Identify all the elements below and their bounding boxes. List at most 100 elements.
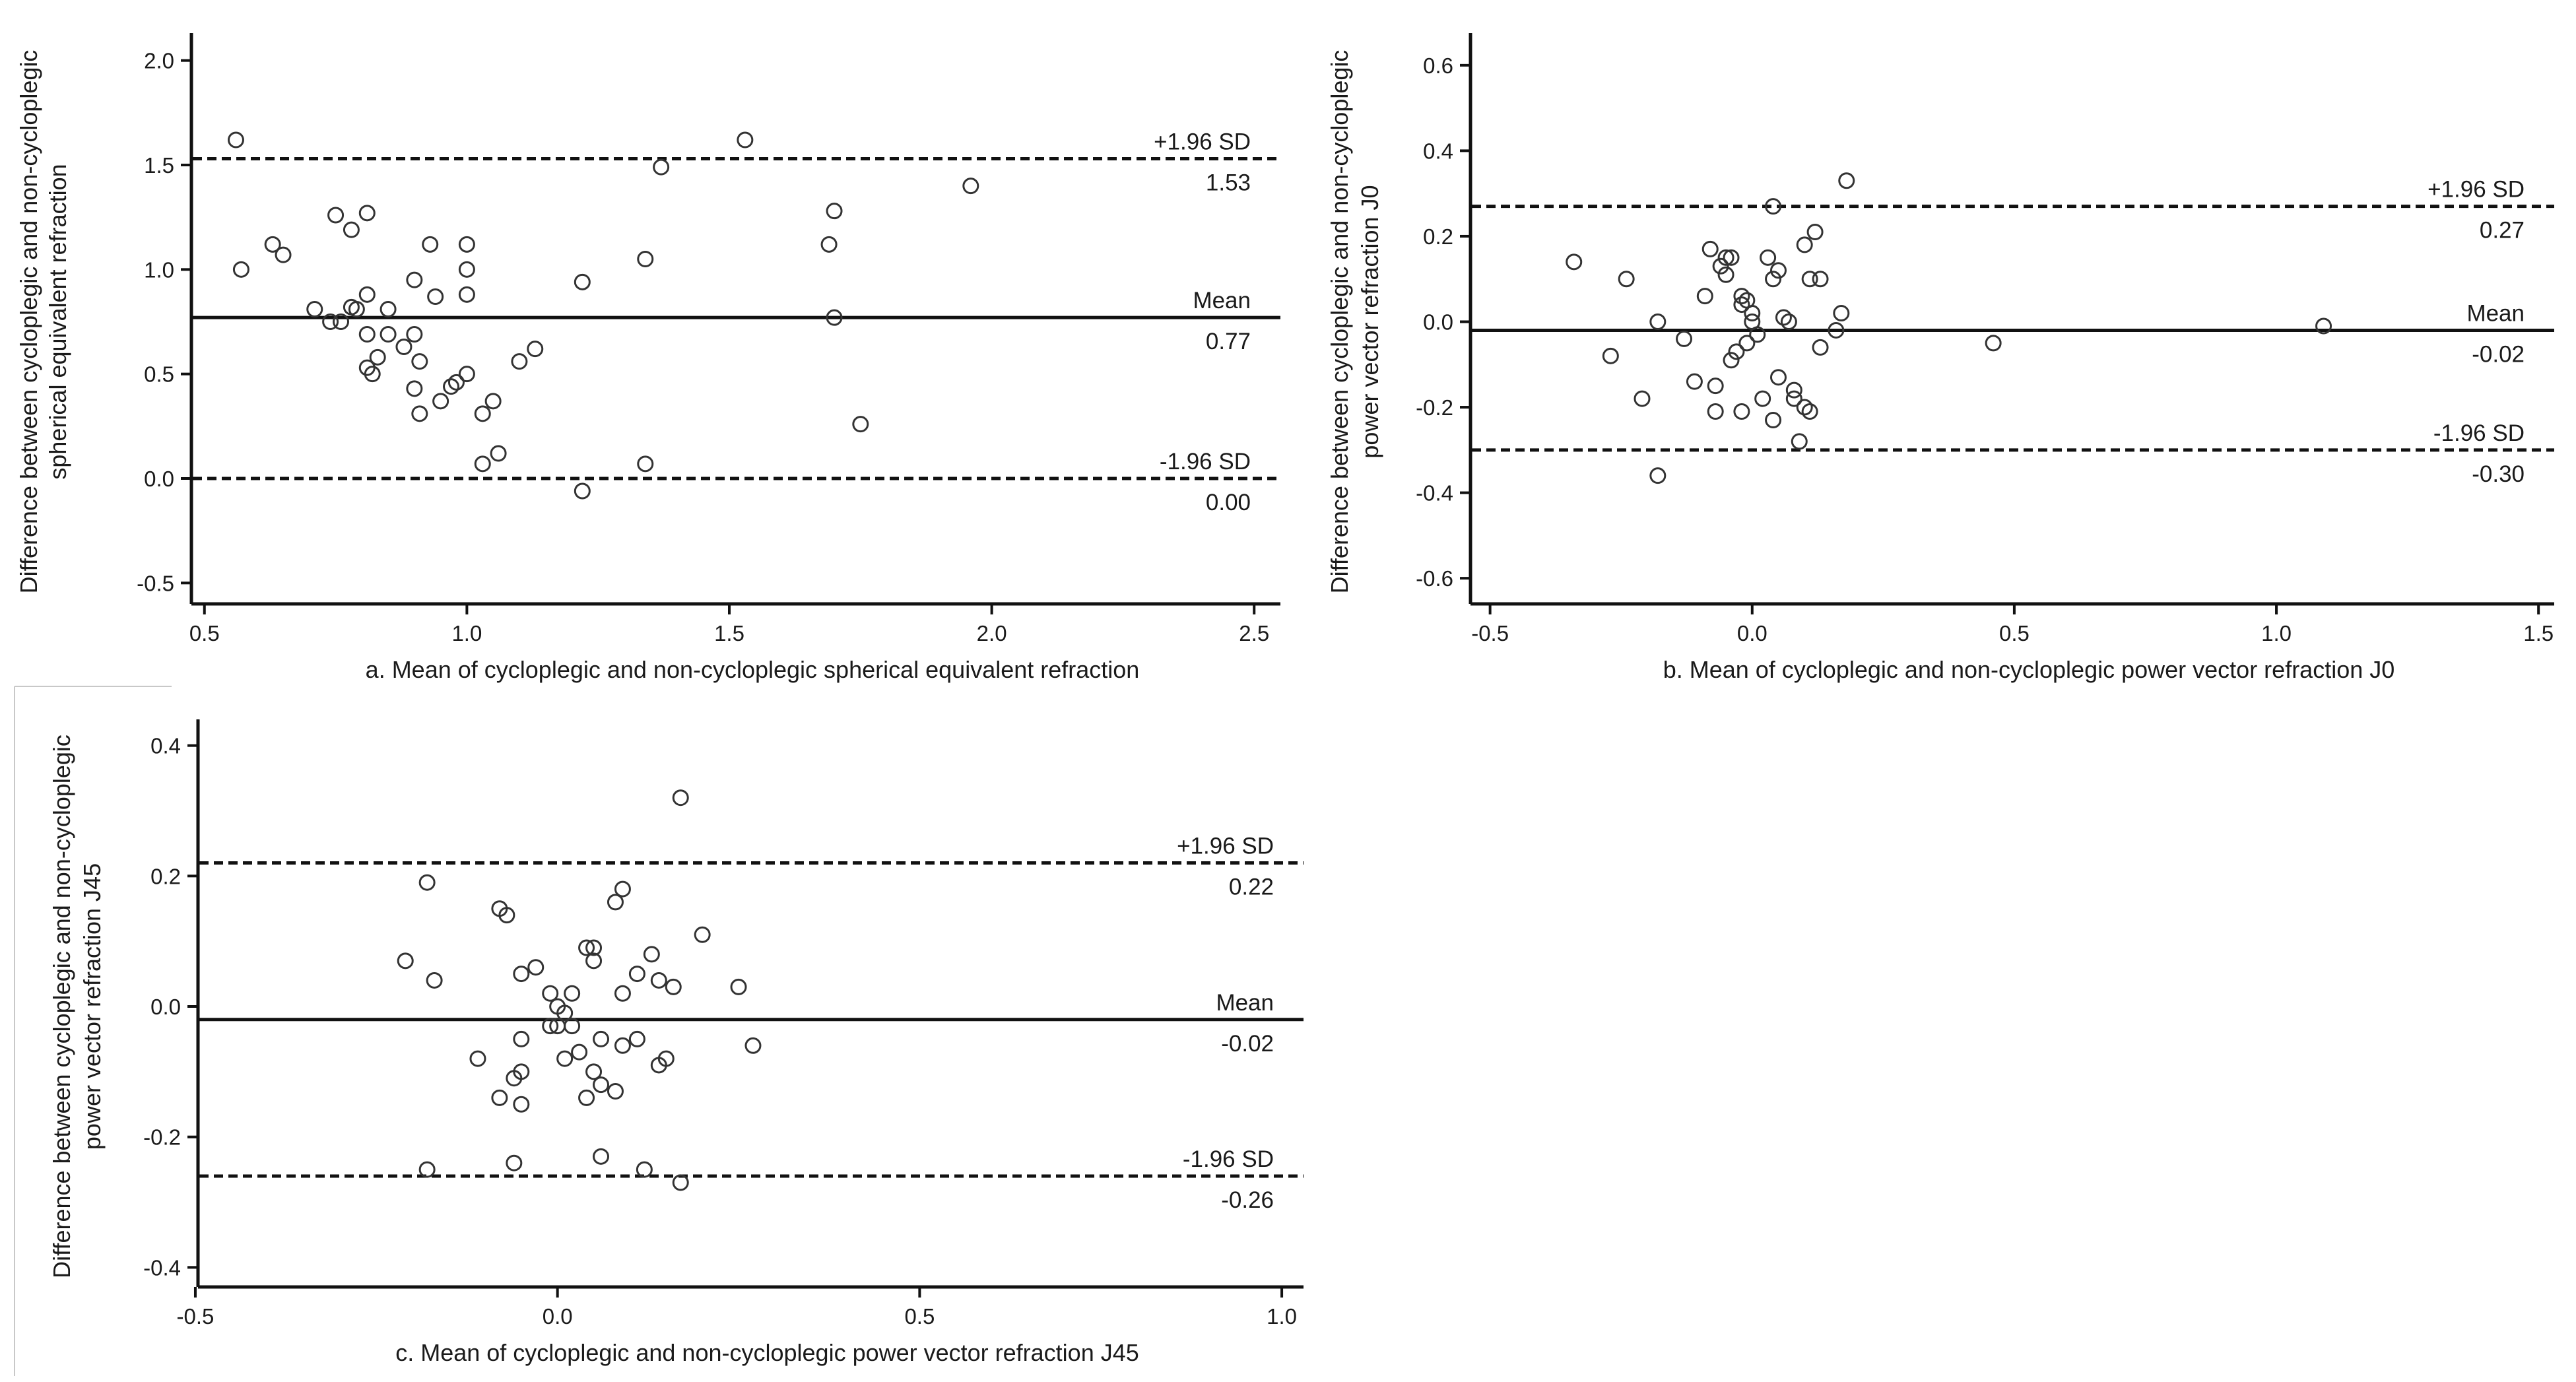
data-point (364, 366, 381, 383)
data-point (628, 1030, 645, 1047)
y-tick-label: -0.4 (143, 1255, 181, 1280)
y-tick-label: 0.0 (1423, 310, 1453, 335)
data-point (491, 1089, 508, 1106)
x-tick-label: 1.0 (2261, 621, 2292, 645)
data-point (1707, 378, 1724, 395)
data-point (657, 1050, 675, 1067)
data-point (1618, 271, 1635, 288)
bland-altman-plot-b: -0.6 -0.4 -0.2 0.0 0.2 0.4 0.6 -0.5 0.0 0.5 1.0 1.5… (1326, 33, 2554, 683)
data-point (1733, 296, 1750, 313)
data-point (1738, 335, 1756, 352)
data-point (1744, 305, 1761, 322)
data-point (406, 380, 423, 397)
data-point (643, 946, 660, 963)
data-point (1985, 335, 2002, 352)
x-axis-title: b. Mean of cycloplegic and non-cyclopleg… (1663, 656, 2395, 683)
x-tick-label: 1.5 (2523, 621, 2554, 645)
x-tick-label: 1.5 (714, 621, 744, 645)
data-point (1765, 271, 1782, 288)
data-point (556, 1004, 574, 1022)
data-point (571, 1043, 588, 1061)
data-point (1566, 253, 1583, 271)
x-tick-label: -0.5 (1471, 621, 1509, 645)
upper-loa-value: 0.22 (1229, 874, 1274, 900)
data-point (1765, 411, 1782, 428)
x-tick-label: 0.0 (543, 1304, 573, 1329)
data-point (637, 455, 654, 473)
y-tick-label: -0.2 (143, 1125, 181, 1150)
mean-value: 0.77 (1206, 329, 1251, 354)
data-point (418, 1161, 436, 1178)
data-point (636, 1161, 653, 1178)
data-point (1723, 249, 1740, 266)
x-tick-label: 1.0 (1267, 1304, 1297, 1329)
data-point (1733, 288, 1750, 305)
data-point (458, 366, 475, 383)
data-point (1769, 369, 1787, 386)
y-tick-label: 0.2 (1423, 224, 1453, 249)
data-point (1796, 399, 1813, 416)
data-point (1696, 288, 1713, 305)
data-point (542, 1018, 559, 1035)
data-point (607, 894, 624, 911)
data-point (1649, 467, 1667, 484)
y-axis-title-line-1: Difference between cycloplegic and non-c… (1326, 50, 1353, 594)
data-point (513, 1030, 530, 1047)
data-point (513, 966, 530, 983)
data-point (1812, 339, 1829, 356)
y-tick-label: 0.2 (150, 864, 181, 888)
upper-loa-value: 1.53 (1206, 170, 1251, 196)
data-point (458, 236, 475, 253)
data-point (1649, 313, 1667, 330)
data-point (1717, 266, 1734, 283)
data-point (614, 985, 631, 1002)
data-point (564, 985, 581, 1002)
data-point (513, 1096, 530, 1113)
data-point (1796, 236, 1813, 253)
data-point (1686, 373, 1703, 390)
data-point (513, 1063, 530, 1080)
bland-altman-plot-c: -0.4 -0.2 0.0 0.2 0.4 -0.5 0.0 0.5 1.0 +1.96 SD 0.… (48, 719, 1304, 1366)
data-point (737, 131, 754, 148)
data-point (1701, 240, 1719, 257)
data-point (469, 1050, 486, 1067)
mean-label: Mean (1193, 288, 1251, 313)
data-point (607, 1082, 624, 1100)
data-point (511, 353, 528, 370)
y-axis-title-line-2: power vector refraction J0 (1356, 185, 1383, 458)
y-tick-label: -0.5 (137, 571, 174, 595)
data-point (578, 939, 595, 956)
data-point (593, 1076, 610, 1094)
data-point (730, 978, 747, 995)
data-point (585, 952, 603, 970)
data-point (264, 236, 281, 253)
data-point (585, 939, 603, 956)
x-tick-label: -0.5 (177, 1304, 215, 1329)
data-point (1785, 381, 1802, 399)
data-point (744, 1037, 762, 1054)
data-point (1801, 403, 1818, 420)
y-tick-label: 1.0 (144, 257, 174, 282)
y-tick-label: -0.6 (1416, 566, 1453, 591)
data-point (614, 1037, 631, 1054)
lower-loa-value: -0.30 (2472, 461, 2525, 487)
data-point (593, 1148, 610, 1165)
lower-loa-label: -1.96 SD (1183, 1146, 1274, 1172)
data-point (458, 286, 475, 303)
data-point (427, 288, 444, 305)
data-point (1728, 343, 1745, 360)
y-axis-title-line-2: power vector refraction J45 (79, 863, 106, 1150)
data-point (1760, 249, 1777, 266)
data-point (653, 158, 670, 176)
data-point (422, 236, 439, 253)
upper-loa-label: +1.96 SD (2427, 177, 2525, 203)
data-point (1712, 257, 1729, 275)
mean-value: -0.02 (1221, 1031, 1274, 1057)
lower-loa-value: 0.00 (1206, 490, 1251, 515)
data-point (369, 348, 386, 366)
data-point (665, 978, 682, 995)
data-point (564, 1018, 581, 1035)
y-axis-title-line-1: Difference between cycloplegic and non-c… (15, 50, 42, 594)
data-point (1733, 403, 1750, 420)
